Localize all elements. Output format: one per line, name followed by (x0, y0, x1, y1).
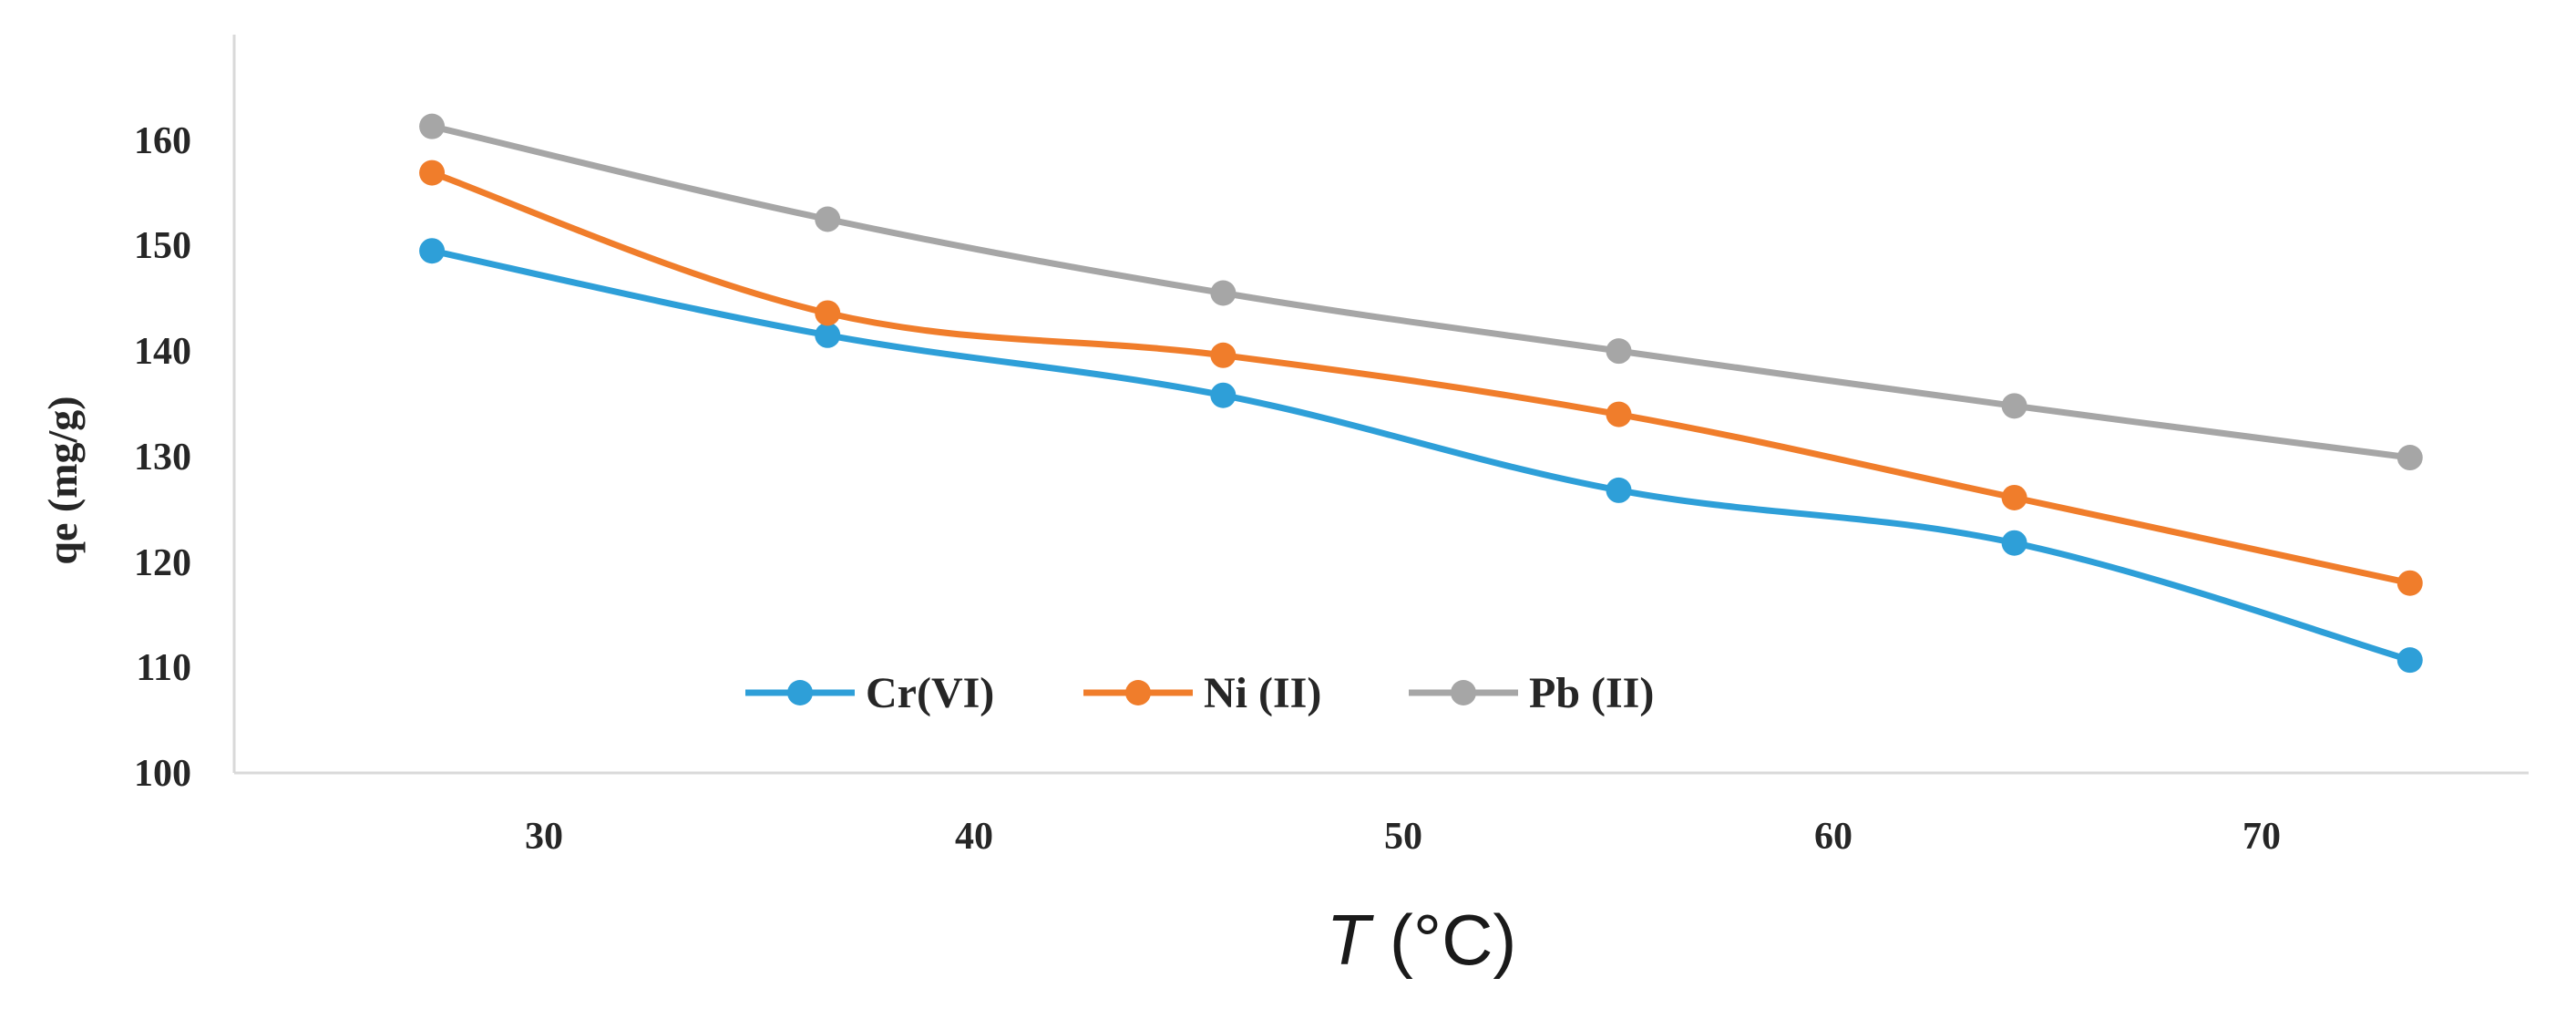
data-point (1606, 401, 1632, 427)
x-tick-labels: 30 40 50 60 70 (525, 816, 2281, 858)
x-axis-unit: (°C) (1370, 900, 1516, 980)
legend-label: Ni (II) (1204, 669, 1321, 717)
data-point (815, 322, 841, 348)
x-tick-label: 50 (1384, 816, 1422, 858)
data-point (815, 300, 841, 326)
legend-item: Ni (II) (1083, 669, 1321, 717)
y-tick-label: 120 (134, 542, 191, 584)
series-2 (419, 113, 2423, 471)
legend: Cr(VI) Ni (II) Pb (II) (745, 669, 1654, 717)
series-1 (419, 160, 2423, 596)
data-point (2396, 445, 2423, 471)
legend-label: Pb (II) (1529, 669, 1654, 717)
x-axis-title: T (°C) (1327, 900, 1517, 980)
data-point (419, 160, 446, 186)
y-tick-label: 100 (134, 753, 191, 795)
legend-item: Cr(VI) (745, 669, 994, 717)
data-point (815, 206, 841, 232)
y-tick-labels: 100 110 120 130 140 150 160 (134, 120, 191, 795)
legend-swatch-marker (787, 680, 813, 705)
y-tick-label: 130 (134, 437, 191, 479)
data-point (2396, 647, 2423, 674)
y-tick-label: 150 (134, 225, 191, 267)
series-line (428, 123, 2414, 461)
x-tick-label: 60 (1814, 816, 1852, 858)
x-tick-label: 30 (525, 816, 563, 858)
data-point (2001, 484, 2027, 510)
data-point (1210, 342, 1237, 368)
data-point (2001, 393, 2027, 419)
x-axis-symbol: T (1327, 900, 1375, 980)
legend-swatch-marker (1125, 680, 1151, 705)
data-point (419, 113, 446, 139)
data-point (419, 238, 446, 264)
series-group (419, 113, 2423, 674)
series-line (428, 170, 2414, 587)
series-line (428, 247, 2414, 664)
data-point (2001, 530, 2027, 556)
y-tick-label: 110 (136, 647, 191, 689)
x-tick-label: 70 (2242, 816, 2281, 858)
legend-label: Cr(VI) (866, 669, 994, 717)
data-point (1606, 338, 1632, 365)
y-tick-label: 140 (134, 331, 191, 373)
legend-item: Pb (II) (1409, 669, 1654, 717)
data-point (1210, 280, 1237, 306)
y-axis-title: qe (mg/g) (39, 396, 86, 564)
axes (232, 35, 2529, 775)
data-point (1210, 382, 1237, 408)
data-point (1606, 477, 1632, 503)
y-tick-label: 160 (134, 120, 191, 162)
x-tick-label: 40 (955, 816, 993, 858)
legend-swatch-marker (1451, 680, 1476, 705)
series-0 (419, 238, 2423, 674)
data-point (2396, 570, 2423, 596)
